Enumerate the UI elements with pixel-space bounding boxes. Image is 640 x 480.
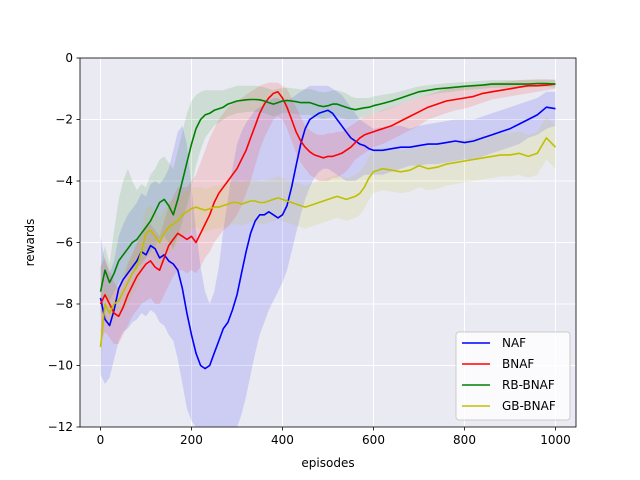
gb-bnaf-line bbox=[99, 137, 557, 348]
y-tick-label: −2 bbox=[55, 113, 73, 127]
y-tick-label: −6 bbox=[55, 236, 73, 250]
y-tick-label: 0 bbox=[65, 51, 73, 65]
naf-line bbox=[99, 106, 556, 370]
grid-lines bbox=[80, 57, 576, 428]
naf-band bbox=[100, 85, 556, 427]
x-tick-label: 400 bbox=[271, 433, 294, 447]
x-tick-label: 800 bbox=[453, 433, 476, 447]
legend: NAF BNAF RB-BNAF GB-BNAF bbox=[455, 331, 571, 421]
y-tick-label: −8 bbox=[55, 297, 73, 311]
series-lines bbox=[99, 82, 557, 370]
y-tick-label: −10 bbox=[48, 359, 73, 373]
rb-bnaf-line bbox=[99, 82, 556, 292]
legend-label-rb-bnaf: RB-BNAF bbox=[502, 378, 555, 392]
x-tick-label: 600 bbox=[362, 433, 385, 447]
y-axis-label: rewards bbox=[23, 219, 37, 267]
x-tick-label: 200 bbox=[180, 433, 203, 447]
bnaf-band bbox=[100, 79, 556, 344]
legend-label-gb-bnaf: GB-BNAF bbox=[502, 399, 556, 413]
confidence-bands bbox=[100, 79, 556, 427]
x-tick-label: 0 bbox=[97, 433, 105, 447]
legend-label-naf: NAF bbox=[502, 336, 526, 350]
axis-ticks: 0 200 400 600 800 1000 −12 −10 −8 −6 −4 −2 0 bbox=[48, 51, 571, 447]
y-tick-label: −12 bbox=[48, 420, 73, 434]
gb-bnaf-band bbox=[100, 116, 556, 366]
legend-label-bnaf: BNAF bbox=[502, 357, 534, 371]
x-axis-label: episodes bbox=[301, 456, 354, 470]
x-tick-label: 1000 bbox=[540, 433, 571, 447]
legend-box bbox=[455, 331, 571, 421]
y-tick-label: −4 bbox=[55, 174, 73, 188]
bnaf-line bbox=[99, 83, 556, 318]
